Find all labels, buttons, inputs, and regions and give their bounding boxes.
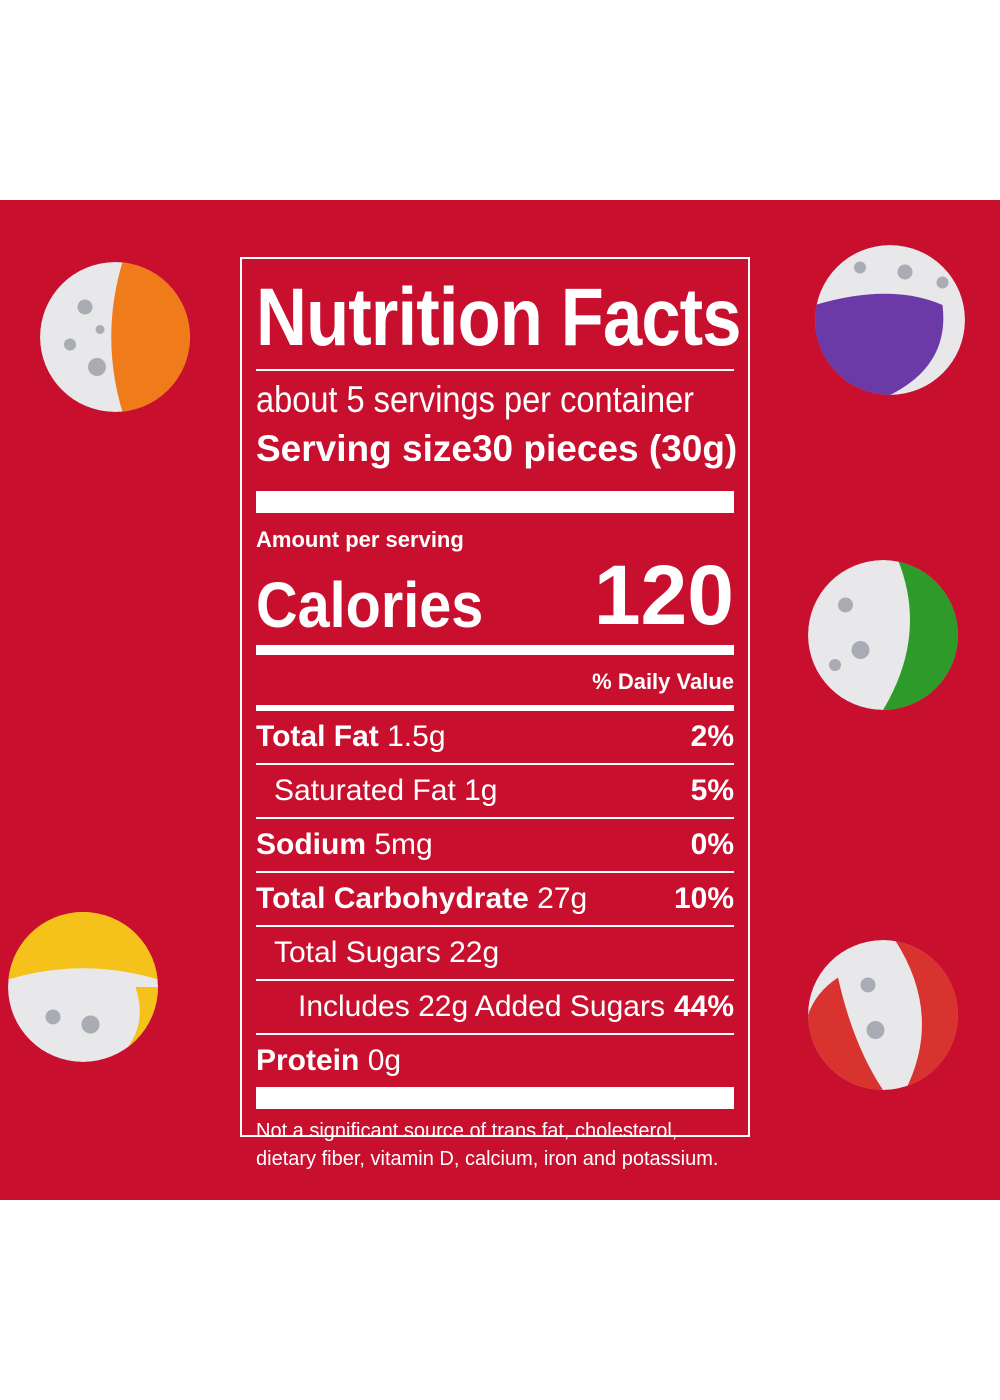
orange-candy-icon (40, 262, 190, 412)
amount-per-serving: Amount per serving (256, 527, 464, 552)
nutrient-name: Sodium (256, 828, 366, 861)
nutrient-amount: 1.5g (387, 720, 446, 753)
serving-size-row: Serving size 30 pieces (30g) (256, 428, 738, 469)
nutrition-facts-title: Nutrition Facts (256, 272, 742, 363)
servings-per-container: about 5 servings per container (256, 379, 695, 420)
nutrient-dv: 2% (690, 720, 734, 753)
thick-divider-bottom (256, 1087, 734, 1109)
yellow-candy-icon (8, 912, 158, 1062)
nutrient-row-sodium: Sodium 5mg 0% (256, 819, 734, 873)
serving-size-label: Serving size (256, 428, 472, 469)
nutrient-row-total-sugars: Total Sugars 22g (256, 927, 734, 981)
nutrient-amount: 0g (367, 1044, 402, 1077)
nutrient-name: Saturated Fat 1g (274, 774, 498, 807)
nutrient-dv: 0% (690, 828, 734, 861)
calories-row: Calories 120 (256, 553, 734, 637)
purple-candy-icon (815, 245, 965, 395)
nutrient-name: Total Sugars 22g (274, 936, 500, 969)
nutrition-facts-label: Nutrition Facts about 5 servings per con… (240, 257, 750, 1170)
calories-value: 120 (593, 548, 734, 642)
nutrient-dv: 44% (673, 990, 734, 1023)
thick-divider (256, 491, 734, 513)
footnote: Not a significant source of trans fat, c… (256, 1120, 719, 1170)
nutrient-dv: 10% (673, 882, 734, 915)
nutrient-row-total-carbohydrate: Total Carbohydrate 27g 10% (256, 873, 734, 927)
medium-divider (256, 645, 734, 655)
nutrient-amount: 5mg (374, 828, 433, 861)
nutrient-name: Includes 22g Added Sugars (298, 990, 665, 1023)
nutrient-rows: Total Fat 1.5g 2% Saturated Fat 1g 5% So… (256, 705, 734, 1087)
serving-size-value: 30 pieces (30g) (471, 428, 738, 469)
nutrient-name: Total Carbohydrate (256, 882, 529, 915)
nutrient-amount: 27g (537, 882, 588, 915)
nutrient-row-protein: Protein 0g (256, 1035, 734, 1087)
nutrient-row-added-sugars: Includes 22g Added Sugars 44% (256, 981, 734, 1035)
nutrient-name: Protein (256, 1044, 360, 1077)
green-candy-icon (808, 560, 958, 710)
nutrient-row-total-fat: Total Fat 1.5g 2% (256, 711, 734, 765)
nutrient-row-saturated-fat: Saturated Fat 1g 5% (256, 765, 734, 819)
calories-label: Calories (256, 569, 484, 641)
red-candy-icon (808, 940, 958, 1090)
divider (256, 369, 734, 371)
daily-value-header: % Daily Value (592, 669, 734, 694)
nutrient-name: Total Fat (256, 720, 379, 753)
nutrient-dv: 5% (690, 774, 734, 807)
